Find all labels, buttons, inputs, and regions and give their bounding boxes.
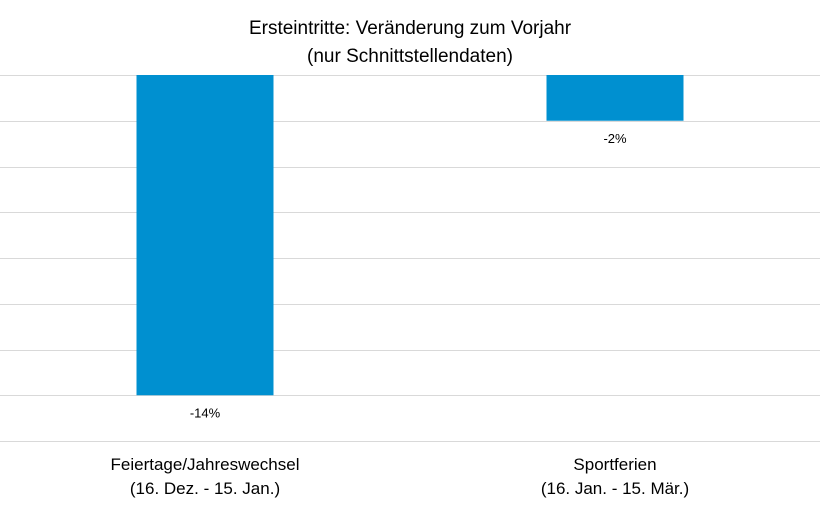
bars (136, 75, 684, 396)
x-tick-label: Sportferien (573, 455, 656, 474)
bar (136, 75, 274, 396)
bar (546, 75, 684, 121)
x-tick-sublabel: (16. Dez. - 15. Jan.) (130, 479, 280, 498)
chart-subtitle: (nur Schnittstellendaten) (307, 46, 513, 67)
x-tick-labels: Feiertage/Jahreswechsel (16. Dez. - 15. J… (111, 455, 690, 498)
gridlines (0, 75, 820, 442)
chart-title: Ersteintritte: Veränderung zum Vorjahr (249, 18, 572, 39)
data-label: -2% (603, 131, 627, 146)
data-label: -14% (190, 405, 221, 420)
x-tick-label: Feiertage/Jahreswechsel (111, 455, 300, 474)
x-tick-sublabel: (16. Jan. - 15. Mär.) (541, 479, 689, 498)
data-labels: -14% -2% (190, 131, 627, 421)
